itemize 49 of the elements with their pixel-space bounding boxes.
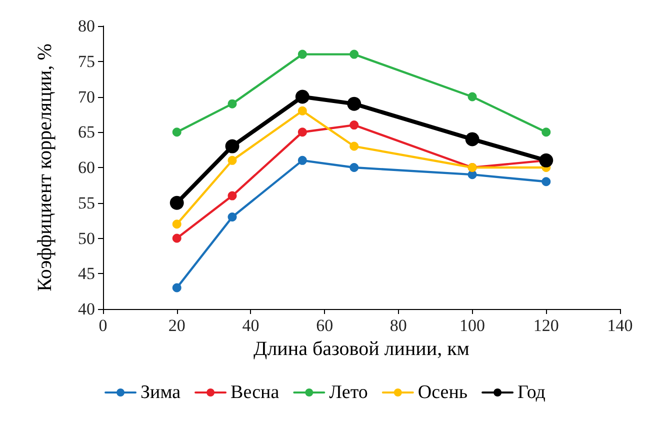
point [298, 128, 307, 137]
x-tick-label: 40 [242, 316, 260, 335]
point [542, 128, 551, 137]
point [225, 139, 240, 154]
y-tick-label: 55 [78, 193, 95, 212]
point [350, 142, 359, 151]
point [298, 106, 307, 116]
x-tick-label: 80 [390, 316, 407, 335]
point [170, 196, 184, 210]
point [172, 234, 182, 243]
point [350, 120, 359, 130]
point [228, 156, 237, 165]
point [539, 153, 554, 168]
y-tick-label: 40 [78, 300, 95, 318]
x-tick-label: 140 [607, 316, 633, 335]
point [172, 220, 182, 229]
point [347, 96, 362, 111]
legend-label: Лето [329, 382, 368, 403]
y-tick-label: 80 [78, 16, 95, 36]
legend-label: Зима [140, 382, 182, 403]
point [350, 50, 359, 59]
point [465, 132, 480, 146]
point [172, 283, 182, 292]
point [298, 156, 307, 165]
y-tick-label: 60 [78, 158, 95, 177]
point [228, 191, 237, 200]
y-tick-label: 75 [78, 52, 95, 71]
x-tick-label: 120 [533, 316, 559, 335]
point [468, 92, 477, 102]
x-tick-label: 100 [460, 316, 486, 335]
legend-label: Осень [418, 382, 468, 403]
point [298, 50, 307, 59]
legend-label: Весна [230, 382, 280, 403]
y-tick-label: 70 [78, 87, 95, 106]
point [295, 90, 310, 104]
point [350, 163, 359, 172]
y-tick-label: 65 [78, 122, 95, 142]
y-axis-title: Коэффициент корреляции, % [34, 44, 56, 292]
legend-label: Год [518, 382, 546, 403]
point [228, 99, 237, 108]
point [172, 128, 182, 137]
x-tick-label: 20 [168, 316, 186, 335]
y-tick-label: 50 [78, 228, 95, 248]
x-tick-label: 60 [316, 316, 334, 335]
point [542, 177, 551, 186]
x-tick-label: 0 [98, 316, 108, 335]
point [228, 212, 237, 222]
y-tick-label: 45 [78, 264, 95, 284]
x-axis-title: Длина базовой линии, км [254, 338, 470, 360]
